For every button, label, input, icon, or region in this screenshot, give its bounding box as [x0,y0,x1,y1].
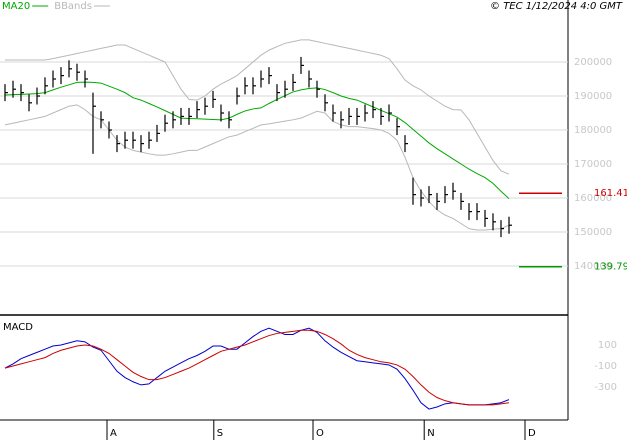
x-tick-label: D [528,428,536,439]
y-tick-label: 170000 [574,159,612,170]
level-label: 139.79 [594,262,627,273]
y-tick-label: 200000 [574,57,612,68]
y-tick-label: 180000 [574,125,612,136]
x-tick-label: O [316,428,324,439]
macd-line [4,329,510,406]
legend-entry: BBands [54,1,92,12]
macd-line [4,327,510,410]
header-note: © TEC 1/12/2024 4:0 GMT [490,1,623,12]
macd-title: MACD [3,322,33,333]
legend-entry: MA20 [2,1,30,12]
y-tick-label: 150000 [574,227,612,238]
y-tick-label: 190000 [574,91,612,102]
y-tick-label: 140000 [574,261,612,272]
macd-tick-label: 100 [598,340,617,351]
macd-tick-label: -300 [594,382,617,393]
macd-tick-label: -100 [594,361,617,372]
x-tick-label: S [217,428,223,439]
y-tick-label: 160000 [574,193,612,204]
x-tick-label: A [110,428,117,439]
band-lower [4,104,510,231]
band-upper [5,39,510,175]
level-label: 161.41 [594,188,627,199]
x-tick-label: N [427,428,434,439]
ma-line [4,81,510,200]
